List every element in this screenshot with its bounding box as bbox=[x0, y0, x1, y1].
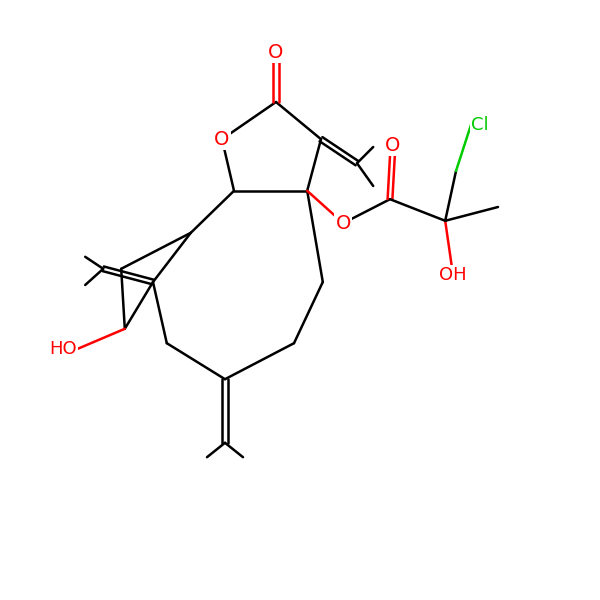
Text: Cl: Cl bbox=[471, 116, 488, 134]
Text: O: O bbox=[385, 136, 401, 155]
Text: O: O bbox=[268, 43, 284, 62]
Text: O: O bbox=[335, 214, 351, 233]
Text: O: O bbox=[214, 130, 230, 149]
Text: OH: OH bbox=[439, 266, 467, 284]
Text: HO: HO bbox=[49, 340, 77, 358]
